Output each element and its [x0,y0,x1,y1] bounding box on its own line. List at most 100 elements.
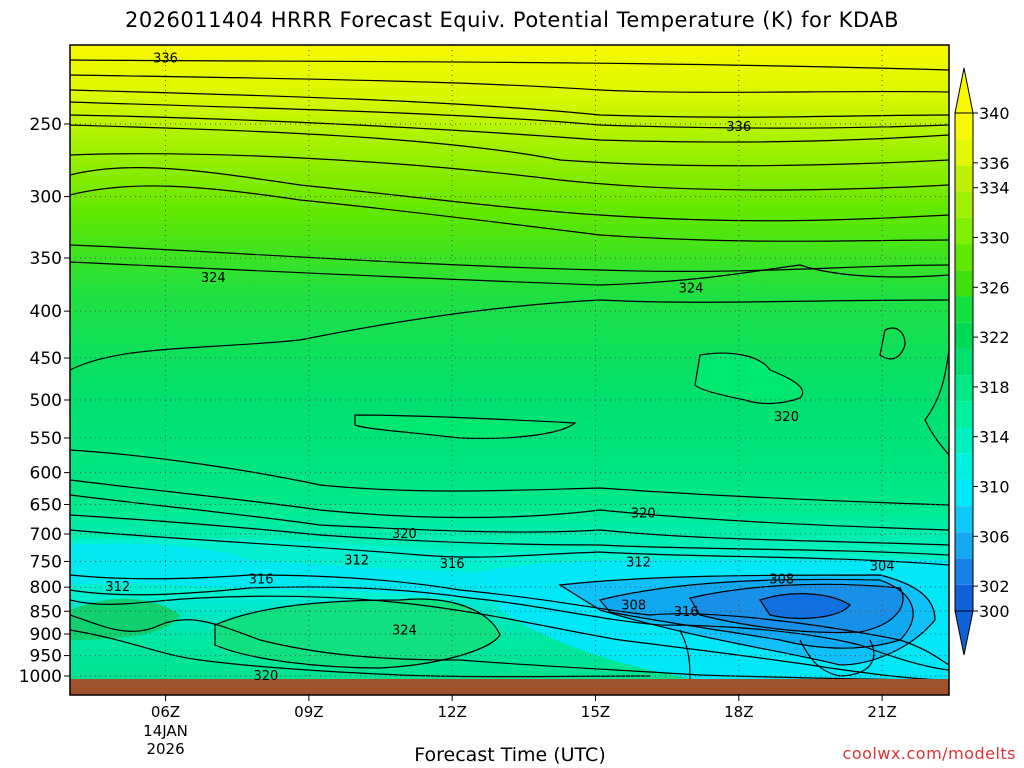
y-tick-label: 300 [30,188,62,208]
plot-frame [69,44,950,696]
contour-line [214,598,501,669]
colorbar-swatch [955,584,973,611]
colorbar-swatch [955,139,973,166]
colorbar-label: 322 [979,328,1010,347]
contour-line [70,261,949,286]
colorbar-swatch [955,217,973,245]
contour-line [924,349,949,421]
colorbar-label: 302 [979,577,1010,596]
contour-line [70,89,949,118]
colorbar-label: 300 [979,602,1010,621]
contour-line [70,153,949,191]
contour-line [70,114,949,143]
colorbar-label: 306 [979,527,1010,546]
contour-line [70,586,949,671]
field-region [695,353,803,404]
colorbar-swatch [955,427,973,454]
contour-label: 320 [631,507,656,522]
colorbar-label: 334 [979,179,1010,198]
colorbar-swatch [955,506,973,533]
chart-title: 2026011404 HRRR Forecast Equiv. Potentia… [124,8,900,32]
contour-line [70,494,949,546]
x-tick-label: 15Z [581,703,610,721]
contour-label: 304 [870,560,895,575]
colorbar-swatch [955,453,973,480]
colorbar-swatch [955,244,973,271]
contour-label: 312 [105,580,130,595]
contour-label: 308 [769,573,794,588]
colorbar-swatch [955,375,973,402]
contour-line [679,629,691,681]
colorbar-swatch [955,558,973,585]
colorbar-swatch [955,296,973,323]
colorbar-label: 336 [979,154,1010,173]
contour-label: 324 [392,623,417,638]
contour-line [598,578,914,649]
contour-line [924,419,949,456]
colorbar-swatch [955,270,973,297]
contour-line [70,167,949,222]
colorbar-label: 310 [979,478,1010,497]
x-tick-label: 09Z [294,703,323,721]
colorbar-swatch [955,113,973,140]
colorbar-label: 318 [979,378,1010,397]
y-tick-label: 750 [30,552,62,572]
contour-line [354,414,577,439]
contour-line [694,352,804,405]
y-tick-label: 800 [30,578,62,598]
colorbar-extend-max [954,67,974,114]
contour-line [70,595,949,681]
y-tick-label: 900 [30,625,62,645]
y-tick-label: 650 [30,495,62,515]
contour-line [70,614,949,681]
colorbar-swatch [955,165,973,192]
contour-line [70,244,949,272]
contour-label: 316 [674,605,699,620]
field-region [760,593,850,619]
colorbar-swatch [955,532,973,559]
contour-line [689,583,904,634]
contour-label: 316 [249,573,274,588]
contour-label: 324 [679,282,704,297]
y-tick-label: 500 [30,391,62,411]
contour-label: 320 [774,410,799,425]
y-tick-label: 250 [30,115,62,135]
contour-label: 308 [621,599,646,614]
field-region [70,598,180,640]
y-tick-label: 350 [30,249,62,269]
contour-label: 320 [392,527,417,542]
colorbar-frame [954,112,974,612]
contour-line [70,59,949,71]
site-credit: coolwx.com/modelts [842,744,1016,763]
contour-label: 336 [153,51,178,66]
colorbar-extend-min [954,610,974,656]
colorbar-swatch [955,348,973,376]
colorbar-label: 314 [979,428,1010,447]
x-tick-label: 18Z [724,703,753,721]
x-tick-date: 14JAN [143,722,188,740]
contour-line [558,574,936,666]
x-tick-year: 2026 [146,740,184,758]
contour-line [70,529,949,566]
contour-label: 336 [726,120,751,135]
contour-line [70,574,949,666]
y-tick-label: 700 [30,525,62,545]
contour-line [70,629,651,678]
colorbar-swatch [955,401,973,428]
x-tick-label: 12Z [437,703,466,721]
colorbar-label: 340 [979,104,1010,123]
contour-label: 324 [201,271,226,286]
x-tick-label: 06Z [151,703,180,721]
y-tick-label: 550 [30,429,62,449]
contour-label: 312 [626,556,651,571]
field-region [215,599,500,668]
contour-line [70,101,949,129]
colorbar-label: 330 [979,229,1010,248]
colorbar-swatch [955,479,973,507]
y-tick-label: 450 [30,349,62,369]
colorbar-swatch [955,322,973,349]
y-tick-label: 850 [30,602,62,622]
contour-line [70,74,949,93]
x-tick-label: 21Z [867,703,896,721]
